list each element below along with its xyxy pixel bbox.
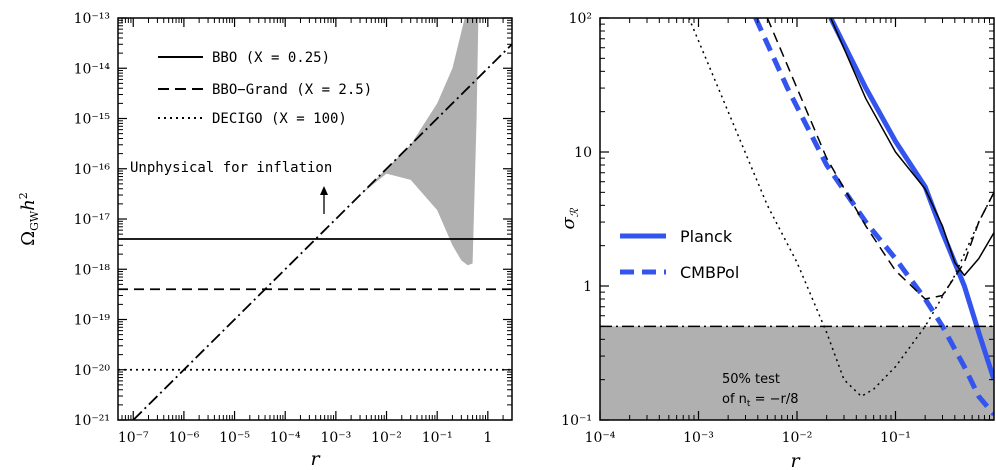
test-annotation-line1: 50% test: [722, 372, 780, 387]
left-curves: [118, 43, 512, 420]
left-y-tick-labels: 10⁻²¹ 10⁻²⁰ 10⁻¹⁹ 10⁻¹⁸ 10⁻¹⁷ 10⁻¹⁶ 10⁻¹⁵ 10⁻¹⁴…: [74, 11, 111, 429]
x-tick-label: 10⁻⁶: [168, 430, 199, 446]
legend-label-planck: Planck: [680, 227, 733, 246]
x-tick-label: 10⁻²: [782, 430, 813, 446]
series-0-solid: [828, 18, 994, 381]
left-uncertainty-band: [133, 18, 479, 420]
legend-label-cmbpol: CMBPol: [680, 263, 739, 282]
right-shaded-region: [600, 326, 994, 420]
band-shape: [133, 18, 479, 420]
series-3-dashdot: [132, 43, 512, 420]
left-x-tick-labels: 10⁻⁷ 10⁻⁶ 10⁻⁵ 10⁻⁴ 10⁻³ 10⁻² 10⁻¹ 1: [118, 430, 492, 446]
x-tick-label: 1: [483, 430, 492, 446]
annotation-arrowhead: [320, 186, 328, 195]
y-tick-label: 10⁻¹⁶: [74, 162, 111, 178]
y-tick-label: 10⁻¹⁴: [74, 61, 111, 77]
y-tick-label: 1: [583, 279, 592, 295]
shaded-area: [600, 326, 994, 420]
left-ticks: [118, 17, 512, 421]
x-tick-label: 10⁻⁴: [585, 430, 616, 446]
series-1-dashed: [753, 18, 994, 417]
x-tick-label: 10⁻³: [683, 430, 714, 446]
right-y-axis-label: σℛ: [558, 207, 581, 229]
unphysical-annotation: Unphysical for inflation: [130, 160, 332, 176]
y-tick-label: 10⁻¹³: [74, 11, 110, 27]
x-tick-label: 10⁻²: [371, 430, 402, 446]
left-y-axis-label: ΩGWh2: [17, 192, 41, 246]
left-x-axis-label: r: [310, 448, 321, 470]
right-ticks: [599, 17, 994, 421]
y-tick-label: 10⁻¹⁸: [74, 262, 111, 278]
right-panel: 10⁻⁴ 10⁻³ 10⁻² 10⁻¹ 10⁻¹ 1 10 10² Planck CMBPo…: [558, 11, 995, 470]
x-tick-label: 10⁻⁷: [118, 430, 149, 446]
legend-label-decigo: DECIGO (X = 100): [212, 111, 347, 127]
left-panel: 10⁻⁷ 10⁻⁶ 10⁻⁵ 10⁻⁴ 10⁻³ 10⁻² 10⁻¹ 1 10⁻²¹ 10⁻²⁰…: [17, 11, 513, 470]
y-tick-label: 10⁻¹⁹: [74, 313, 111, 329]
legend-label-bbo-grand: BBO−Grand (X = 2.5): [212, 82, 372, 98]
y-tick-label: 10⁻²¹: [74, 413, 110, 429]
y-tick-label: 10⁻²⁰: [74, 363, 111, 379]
right-x-axis-label: r: [790, 450, 801, 470]
series-3-dashed: [766, 18, 994, 300]
right-legend: Planck CMBPol: [620, 227, 739, 282]
right-y-tick-labels: 10⁻¹ 1 10 10²: [561, 11, 592, 429]
y-tick-label: 10⁻¹: [561, 413, 592, 429]
y-tick-label: 10²: [569, 11, 592, 27]
y-tick-label: 10⁻¹⁵: [74, 112, 111, 128]
legend-label-bbo: BBO (X = 0.25): [212, 50, 330, 66]
left-legend: BBO (X = 0.25) BBO−Grand (X = 2.5) DECIG…: [158, 50, 372, 127]
x-tick-label: 10⁻⁵: [219, 430, 250, 446]
test-annotation-line2: of nt = −r/8: [722, 392, 798, 409]
y-tick-label: 10: [574, 145, 592, 161]
x-tick-label: 10⁻¹: [422, 430, 453, 446]
y-tick-label: 10⁻¹⁷: [74, 212, 111, 228]
x-tick-label: 10⁻³: [320, 430, 351, 446]
right-curves: [600, 18, 994, 417]
right-x-tick-labels: 10⁻⁴ 10⁻³ 10⁻² 10⁻¹: [585, 430, 911, 446]
x-tick-label: 10⁻⁴: [270, 430, 301, 446]
series-2-solid: [830, 18, 994, 277]
x-tick-label: 10⁻¹: [880, 430, 911, 446]
